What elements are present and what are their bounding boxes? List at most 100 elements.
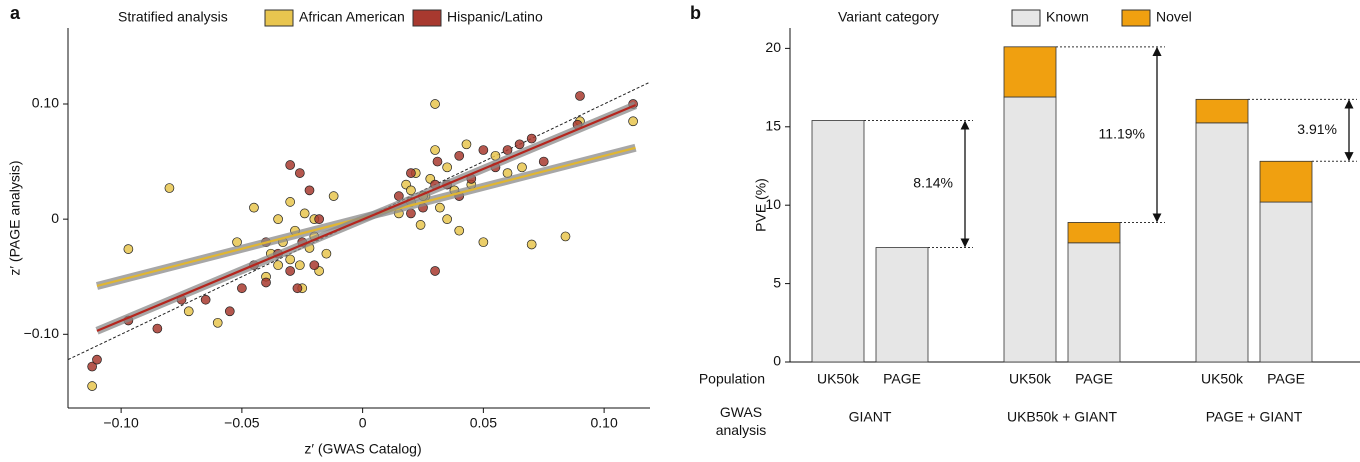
x-tick-label: UK50k: [1009, 371, 1052, 387]
point: [261, 277, 271, 288]
y-tick-label: 15: [765, 117, 781, 133]
difference-label: 8.14%: [913, 175, 953, 191]
x-tick-label: PAGE: [1075, 371, 1113, 387]
point: [560, 231, 571, 242]
point: [292, 283, 303, 294]
x-tick-label: 0: [359, 415, 367, 431]
trend-line: [96, 104, 636, 332]
group-label: GIANT: [849, 409, 892, 425]
bar-segment: [1067, 242, 1121, 363]
group-label: UKB50k + GIANT: [1007, 409, 1118, 425]
point: [304, 185, 315, 196]
point: [328, 191, 339, 201]
point: [430, 145, 440, 155]
point: [314, 214, 325, 225]
bar-segment: [1195, 98, 1249, 124]
bar-segment: [1067, 222, 1121, 244]
difference-label: 3.91%: [1297, 121, 1337, 137]
point: [514, 139, 525, 150]
x-axis-label: z′ (GWAS Catalog): [304, 441, 421, 457]
y-tick-label: 0: [773, 353, 781, 369]
legend-swatch: [1011, 9, 1041, 27]
point: [526, 133, 537, 144]
point: [273, 214, 283, 225]
point: [87, 381, 97, 391]
difference-label: 11.19%: [1099, 125, 1145, 141]
x-tick-label: PAGE: [883, 371, 921, 387]
bar-segment: [1259, 201, 1313, 363]
bar-segment: [1003, 46, 1057, 98]
legend-swatch: [264, 9, 294, 27]
legend-title: Stratified analysis: [118, 9, 228, 25]
point: [406, 168, 416, 178]
legend-label: Hispanic/Latino: [447, 9, 543, 25]
x-tick-label: −0.05: [224, 415, 260, 431]
point: [430, 266, 440, 276]
point: [454, 225, 465, 236]
point: [415, 220, 426, 230]
legend-swatch: [1121, 9, 1151, 27]
y-axis-label: PVE (%): [753, 178, 769, 232]
x-tick-label: UK50k: [817, 371, 860, 387]
point: [299, 208, 310, 219]
bar-segment: [875, 247, 929, 363]
x-tick-label: 0.05: [470, 415, 497, 431]
y-tick-label: 0: [51, 210, 59, 226]
point: [442, 214, 452, 225]
point: [517, 162, 527, 173]
point: [478, 237, 489, 248]
point: [294, 168, 305, 178]
point: [285, 254, 296, 265]
point: [478, 145, 489, 155]
point: [183, 306, 194, 317]
point: [237, 283, 247, 294]
point: [538, 156, 549, 167]
point: [285, 266, 296, 276]
x-tick-label: PAGE: [1267, 371, 1305, 387]
panel-label: b: [690, 3, 701, 23]
point: [152, 323, 163, 334]
legend-label: African American: [299, 9, 405, 25]
point: [321, 248, 332, 259]
point: [454, 150, 465, 161]
point: [309, 260, 320, 271]
point: [285, 197, 296, 207]
bar-segment: [811, 120, 865, 363]
group-label: PAGE + GIANT: [1206, 409, 1303, 425]
row-label: Population: [699, 371, 765, 387]
legend-title: Variant category: [838, 9, 939, 25]
point: [92, 354, 102, 365]
point: [164, 183, 175, 193]
panel-label: a: [10, 3, 21, 23]
point: [430, 99, 440, 109]
point: [575, 91, 585, 101]
y-tick-label: 0.10: [32, 95, 59, 111]
y-tick-label: 20: [765, 39, 781, 55]
point: [87, 361, 97, 372]
x-tick-label: −0.10: [103, 415, 139, 431]
point: [200, 294, 211, 305]
point: [249, 202, 259, 213]
bar-segment: [1195, 122, 1249, 363]
point: [294, 260, 305, 271]
point: [526, 239, 537, 250]
point: [442, 162, 452, 173]
point: [273, 260, 283, 271]
x-tick-label: 0.10: [590, 415, 617, 431]
point: [212, 317, 223, 328]
point: [224, 306, 235, 317]
point: [285, 160, 296, 170]
legend-label: Known: [1046, 9, 1089, 25]
point: [432, 156, 443, 167]
legend-swatch: [412, 9, 442, 27]
point: [406, 185, 416, 196]
y-tick-label: 10: [765, 196, 781, 212]
x-tick-label: UK50k: [1201, 371, 1244, 387]
point: [123, 244, 134, 254]
bar-segment: [1259, 160, 1313, 203]
legend-label: Novel: [1156, 9, 1192, 25]
row-label: GWAS analysis: [715, 404, 767, 438]
bar-segment: [1003, 96, 1057, 363]
